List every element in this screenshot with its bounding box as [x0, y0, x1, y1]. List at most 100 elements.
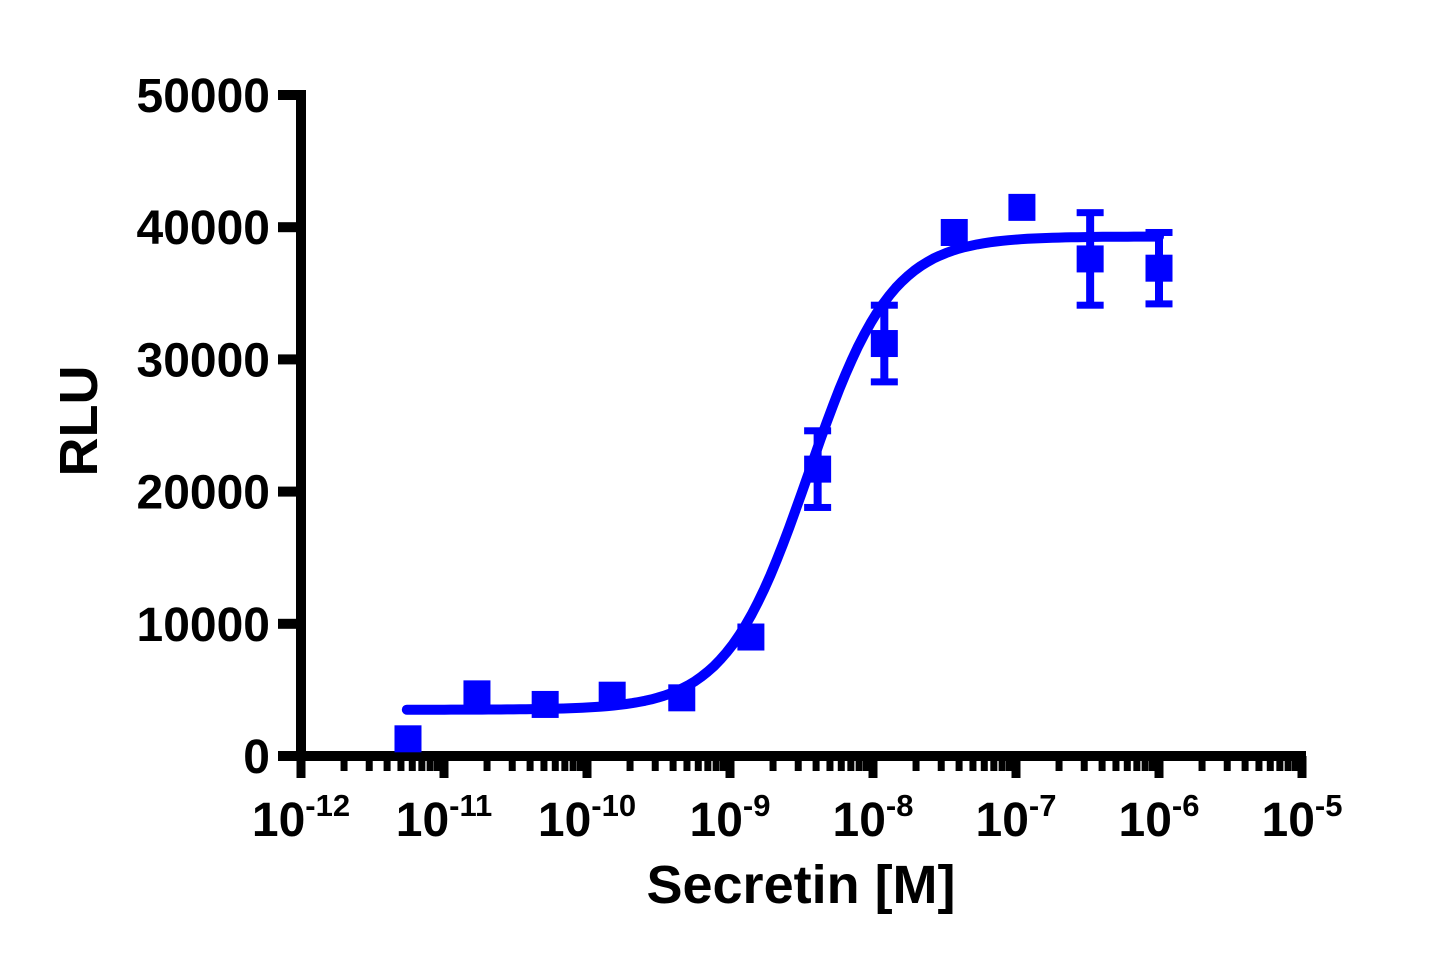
- x-minor-tick: [837, 756, 845, 771]
- y-tick-label: 10000: [137, 599, 270, 652]
- x-axis-ticks: 10-12 10-11 10-10 10-9 10-8 10-7 10-6 10-5: [252, 756, 1343, 847]
- x-minor-tick: [383, 756, 391, 771]
- x-minor-tick: [1241, 756, 1249, 771]
- x-minor-tick: [433, 756, 441, 771]
- data-point-marker: [940, 218, 968, 246]
- x-minor-tick: [651, 756, 659, 771]
- x-minor-tick: [812, 756, 820, 771]
- x-minor-tick: [1255, 756, 1263, 771]
- x-minor-tick: [1005, 756, 1013, 771]
- x-minor-tick: [561, 756, 569, 771]
- data-point-marker: [870, 330, 898, 358]
- y-axis-title: RLU: [49, 366, 109, 477]
- x-minor-tick: [569, 756, 577, 771]
- axes: [296, 90, 1306, 761]
- x-minor-tick: [704, 756, 712, 771]
- fit-curve: [401, 231, 1164, 715]
- x-minor-tick: [1123, 756, 1131, 771]
- data-point-marker: [1008, 193, 1036, 221]
- data-point-marker: [668, 684, 696, 712]
- x-minor-tick: [1284, 756, 1292, 771]
- error-bar-cap-bottom: [1145, 300, 1173, 308]
- x-minor-tick: [551, 756, 559, 771]
- x-minor-tick: [397, 756, 405, 771]
- y-axis-line: [296, 90, 306, 761]
- y-tick-label: 20000: [137, 467, 270, 520]
- data-point-marker: [1076, 245, 1104, 273]
- x-minor-tick: [408, 756, 416, 771]
- x-minor-tick: [540, 756, 548, 771]
- x-minor-tick: [694, 756, 702, 771]
- x-tick-label: 10-7: [976, 788, 1057, 847]
- x-minor-tick: [969, 756, 977, 771]
- x-minor-tick: [418, 756, 426, 771]
- x-minor-tick: [719, 756, 727, 771]
- x-minor-tick: [769, 756, 777, 771]
- x-minor-tick: [998, 756, 1006, 771]
- x-minor-tick: [847, 756, 855, 771]
- x-tick-label: 10-5: [1262, 788, 1343, 847]
- y-major-tick: [278, 751, 301, 761]
- y-major-tick: [278, 354, 301, 365]
- x-minor-tick: [712, 756, 720, 771]
- x-tick-label: 10-11: [396, 788, 493, 847]
- x-minor-tick: [1291, 756, 1299, 771]
- error-bar-cap-bottom: [870, 378, 898, 386]
- x-tick-label: 10-8: [833, 788, 914, 847]
- x-minor-tick: [990, 756, 998, 771]
- x-major-tick: [296, 756, 306, 778]
- y-major-tick: [278, 222, 301, 233]
- data-series: [394, 193, 1173, 753]
- x-minor-tick: [340, 756, 348, 771]
- x-major-tick: [725, 756, 735, 778]
- x-minor-tick: [1098, 756, 1106, 771]
- x-major-tick: [582, 756, 592, 778]
- y-tick-label: 50000: [137, 70, 270, 123]
- x-minor-tick: [826, 756, 834, 771]
- x-minor-tick: [1266, 756, 1274, 771]
- x-minor-tick: [862, 756, 870, 771]
- data-point-marker: [598, 681, 626, 709]
- x-tick-label: 10-6: [1119, 788, 1200, 847]
- x-minor-tick: [912, 756, 920, 771]
- x-major-tick: [1011, 756, 1021, 778]
- x-minor-tick: [1198, 756, 1206, 771]
- y-major-tick: [278, 618, 301, 629]
- x-minor-tick: [937, 756, 945, 771]
- x-major-tick: [1297, 756, 1307, 778]
- x-minor-tick: [794, 756, 802, 771]
- x-minor-tick: [1112, 756, 1120, 771]
- x-minor-tick: [1133, 756, 1141, 771]
- error-bar-cap-bottom: [804, 503, 832, 511]
- x-major-tick: [439, 756, 449, 778]
- data-point-marker: [804, 455, 832, 483]
- y-major-tick: [278, 90, 301, 100]
- x-axis-title: Secretin [M]: [646, 855, 955, 915]
- x-minor-tick: [626, 756, 634, 771]
- x-minor-tick: [1223, 756, 1231, 771]
- x-minor-tick: [683, 756, 691, 771]
- x-minor-tick: [1055, 756, 1063, 771]
- x-minor-tick: [426, 756, 434, 771]
- x-minor-tick: [365, 756, 373, 771]
- x-tick-label: 10-10: [538, 788, 636, 847]
- x-major-tick: [1154, 756, 1164, 778]
- y-tick-label: 30000: [137, 334, 270, 387]
- x-minor-tick: [1080, 756, 1088, 771]
- error-bar-cap-bottom: [1076, 301, 1104, 309]
- x-minor-tick: [1276, 756, 1284, 771]
- x-minor-tick: [576, 756, 584, 771]
- y-tick-label: 40000: [137, 202, 270, 255]
- x-tick-label: 10-12: [252, 788, 350, 847]
- x-minor-tick: [669, 756, 677, 771]
- x-minor-tick: [855, 756, 863, 771]
- data-point-marker: [463, 680, 491, 708]
- x-minor-tick: [980, 756, 988, 771]
- error-bar-cap-top: [804, 427, 832, 435]
- x-minor-tick: [1148, 756, 1156, 771]
- data-point-marker: [394, 725, 422, 753]
- error-bar-cap-top: [1076, 209, 1104, 217]
- x-minor-tick: [1141, 756, 1149, 771]
